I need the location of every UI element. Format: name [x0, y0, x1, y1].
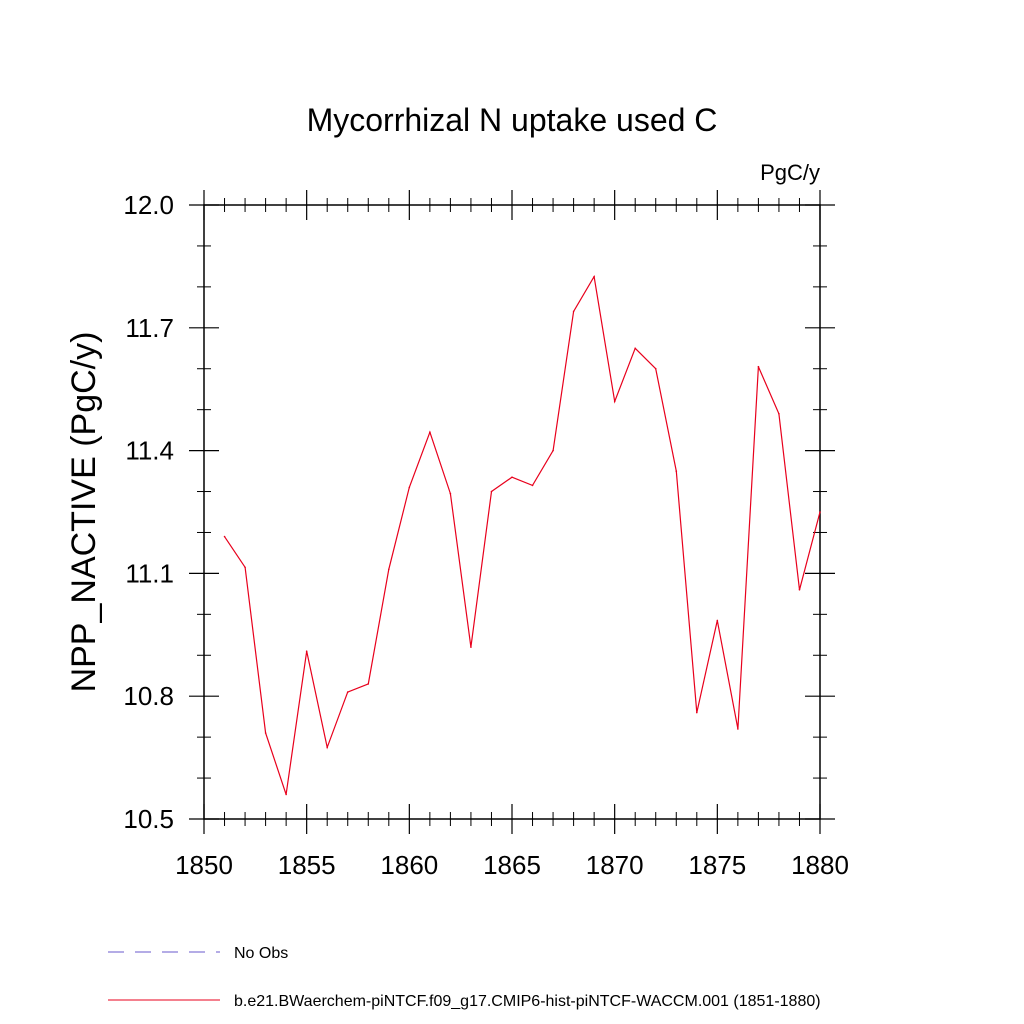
y-axis-ticks: 10.5 10.8 11.1 11.4 11.7 12.0 — [123, 190, 835, 834]
data-point — [654, 367, 657, 370]
data-point — [593, 275, 595, 278]
legend-label-1: b.e21.BWaerchem-piNTCF.f09_g17.CMIP6-his… — [234, 993, 821, 1010]
chart-title: Mycorrhizal N uptake used C — [307, 102, 718, 138]
plot-series — [223, 274, 821, 796]
data-point — [552, 449, 554, 452]
data-point — [305, 650, 308, 652]
data-point — [613, 400, 616, 403]
y-tick-label: 10.8 — [123, 681, 174, 711]
data-point — [511, 476, 513, 479]
data-point — [388, 568, 390, 571]
x-tick-label: 1875 — [688, 850, 746, 880]
y-tick-label: 11.1 — [125, 558, 174, 588]
data-point — [675, 470, 678, 472]
data-point — [757, 365, 760, 368]
data-point — [737, 728, 739, 730]
x-tick-label: 1865 — [483, 850, 541, 880]
data-point — [572, 310, 575, 313]
data-point — [490, 490, 493, 493]
data-point — [367, 683, 370, 685]
x-tick-label: 1870 — [586, 850, 644, 880]
y-axis-label: NPP_NACTIVE (PgC/y) — [65, 332, 103, 693]
data-point — [716, 619, 719, 622]
data-point — [778, 412, 780, 415]
data-point — [244, 566, 246, 569]
data-point — [285, 793, 287, 796]
data-point — [223, 535, 226, 538]
x-axis-ticks: 1850 1855 1860 1865 1870 1875 1880 — [175, 190, 849, 880]
x-tick-label: 1880 — [791, 850, 849, 880]
data-point — [696, 711, 698, 714]
data-point — [326, 746, 329, 749]
legend: No Obs b.e21.BWaerchem-piNTCF.f09_g17.CMI… — [108, 945, 821, 1010]
data-point — [634, 347, 636, 350]
legend-label-0: No Obs — [234, 945, 288, 962]
y-tick-label: 10.5 — [123, 804, 174, 834]
y-tick-label: 11.7 — [125, 313, 174, 343]
series-line-0 — [224, 274, 821, 795]
y-tick-label: 11.4 — [125, 436, 174, 466]
data-point — [264, 732, 267, 734]
data-point — [819, 511, 821, 513]
data-point — [531, 484, 534, 487]
y-tick-label: 12.0 — [123, 190, 174, 220]
units-label: PgC/y — [760, 160, 820, 185]
x-tick-label: 1860 — [380, 850, 438, 880]
data-point — [346, 691, 349, 693]
x-tick-label: 1850 — [175, 850, 233, 880]
data-point — [408, 486, 411, 489]
data-point — [449, 492, 452, 495]
data-point — [798, 588, 801, 591]
data-point — [429, 431, 431, 433]
data-point — [470, 646, 472, 648]
x-tick-label: 1855 — [278, 850, 336, 880]
